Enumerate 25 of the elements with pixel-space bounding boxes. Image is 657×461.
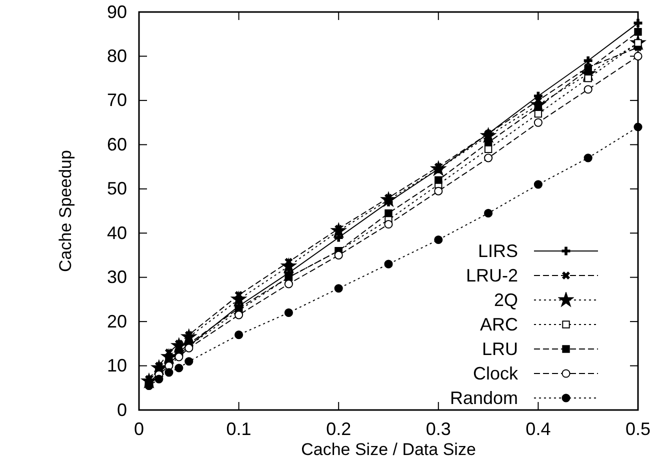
y-tick-label: 20: [106, 311, 127, 332]
y-tick-label: 70: [106, 90, 127, 110]
y-tick-label: 80: [106, 46, 127, 66]
legend-label: Clock: [472, 364, 519, 384]
x-tick-label: 0: [134, 418, 144, 439]
legend-label: 2Q: [494, 290, 518, 310]
y-tick-label: 90: [106, 2, 127, 22]
y-tick-label: 40: [106, 222, 127, 243]
y-tick-label: 30: [106, 267, 127, 288]
x-tick-label: 0.3: [426, 418, 451, 439]
y-tick-label: 60: [106, 134, 127, 154]
y-tick-label: 10: [106, 356, 127, 376]
x-tick-label: 0.2: [326, 418, 352, 439]
y-tick-label: 0: [116, 400, 127, 420]
x-axis-title: Cache Size / Data Size: [301, 440, 476, 459]
x-tick-label: 0.4: [526, 418, 551, 439]
x-tick-label: 0.1: [226, 418, 252, 439]
legend-label: LRU-2: [466, 266, 518, 286]
y-axis-title: Cache Speedup: [56, 150, 75, 272]
legend-label: LRU: [482, 339, 518, 359]
legend-label: LIRS: [478, 241, 518, 261]
x-tick-label: 0.5: [625, 418, 651, 439]
legend-label: Random: [450, 388, 518, 408]
legend-label: ARC: [480, 314, 518, 334]
y-tick-label: 50: [106, 178, 127, 199]
